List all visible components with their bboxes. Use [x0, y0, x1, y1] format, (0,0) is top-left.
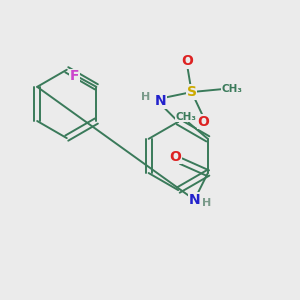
- Text: H: H: [141, 92, 150, 101]
- Text: CH₃: CH₃: [221, 84, 242, 94]
- Text: O: O: [169, 150, 181, 164]
- Text: N: N: [189, 193, 200, 207]
- Text: H: H: [202, 198, 211, 208]
- Text: S: S: [187, 85, 196, 99]
- Text: CH₃: CH₃: [175, 112, 196, 122]
- Text: F: F: [69, 69, 79, 83]
- Text: N: N: [154, 94, 166, 108]
- Text: O: O: [181, 54, 193, 68]
- Text: O: O: [198, 115, 209, 129]
